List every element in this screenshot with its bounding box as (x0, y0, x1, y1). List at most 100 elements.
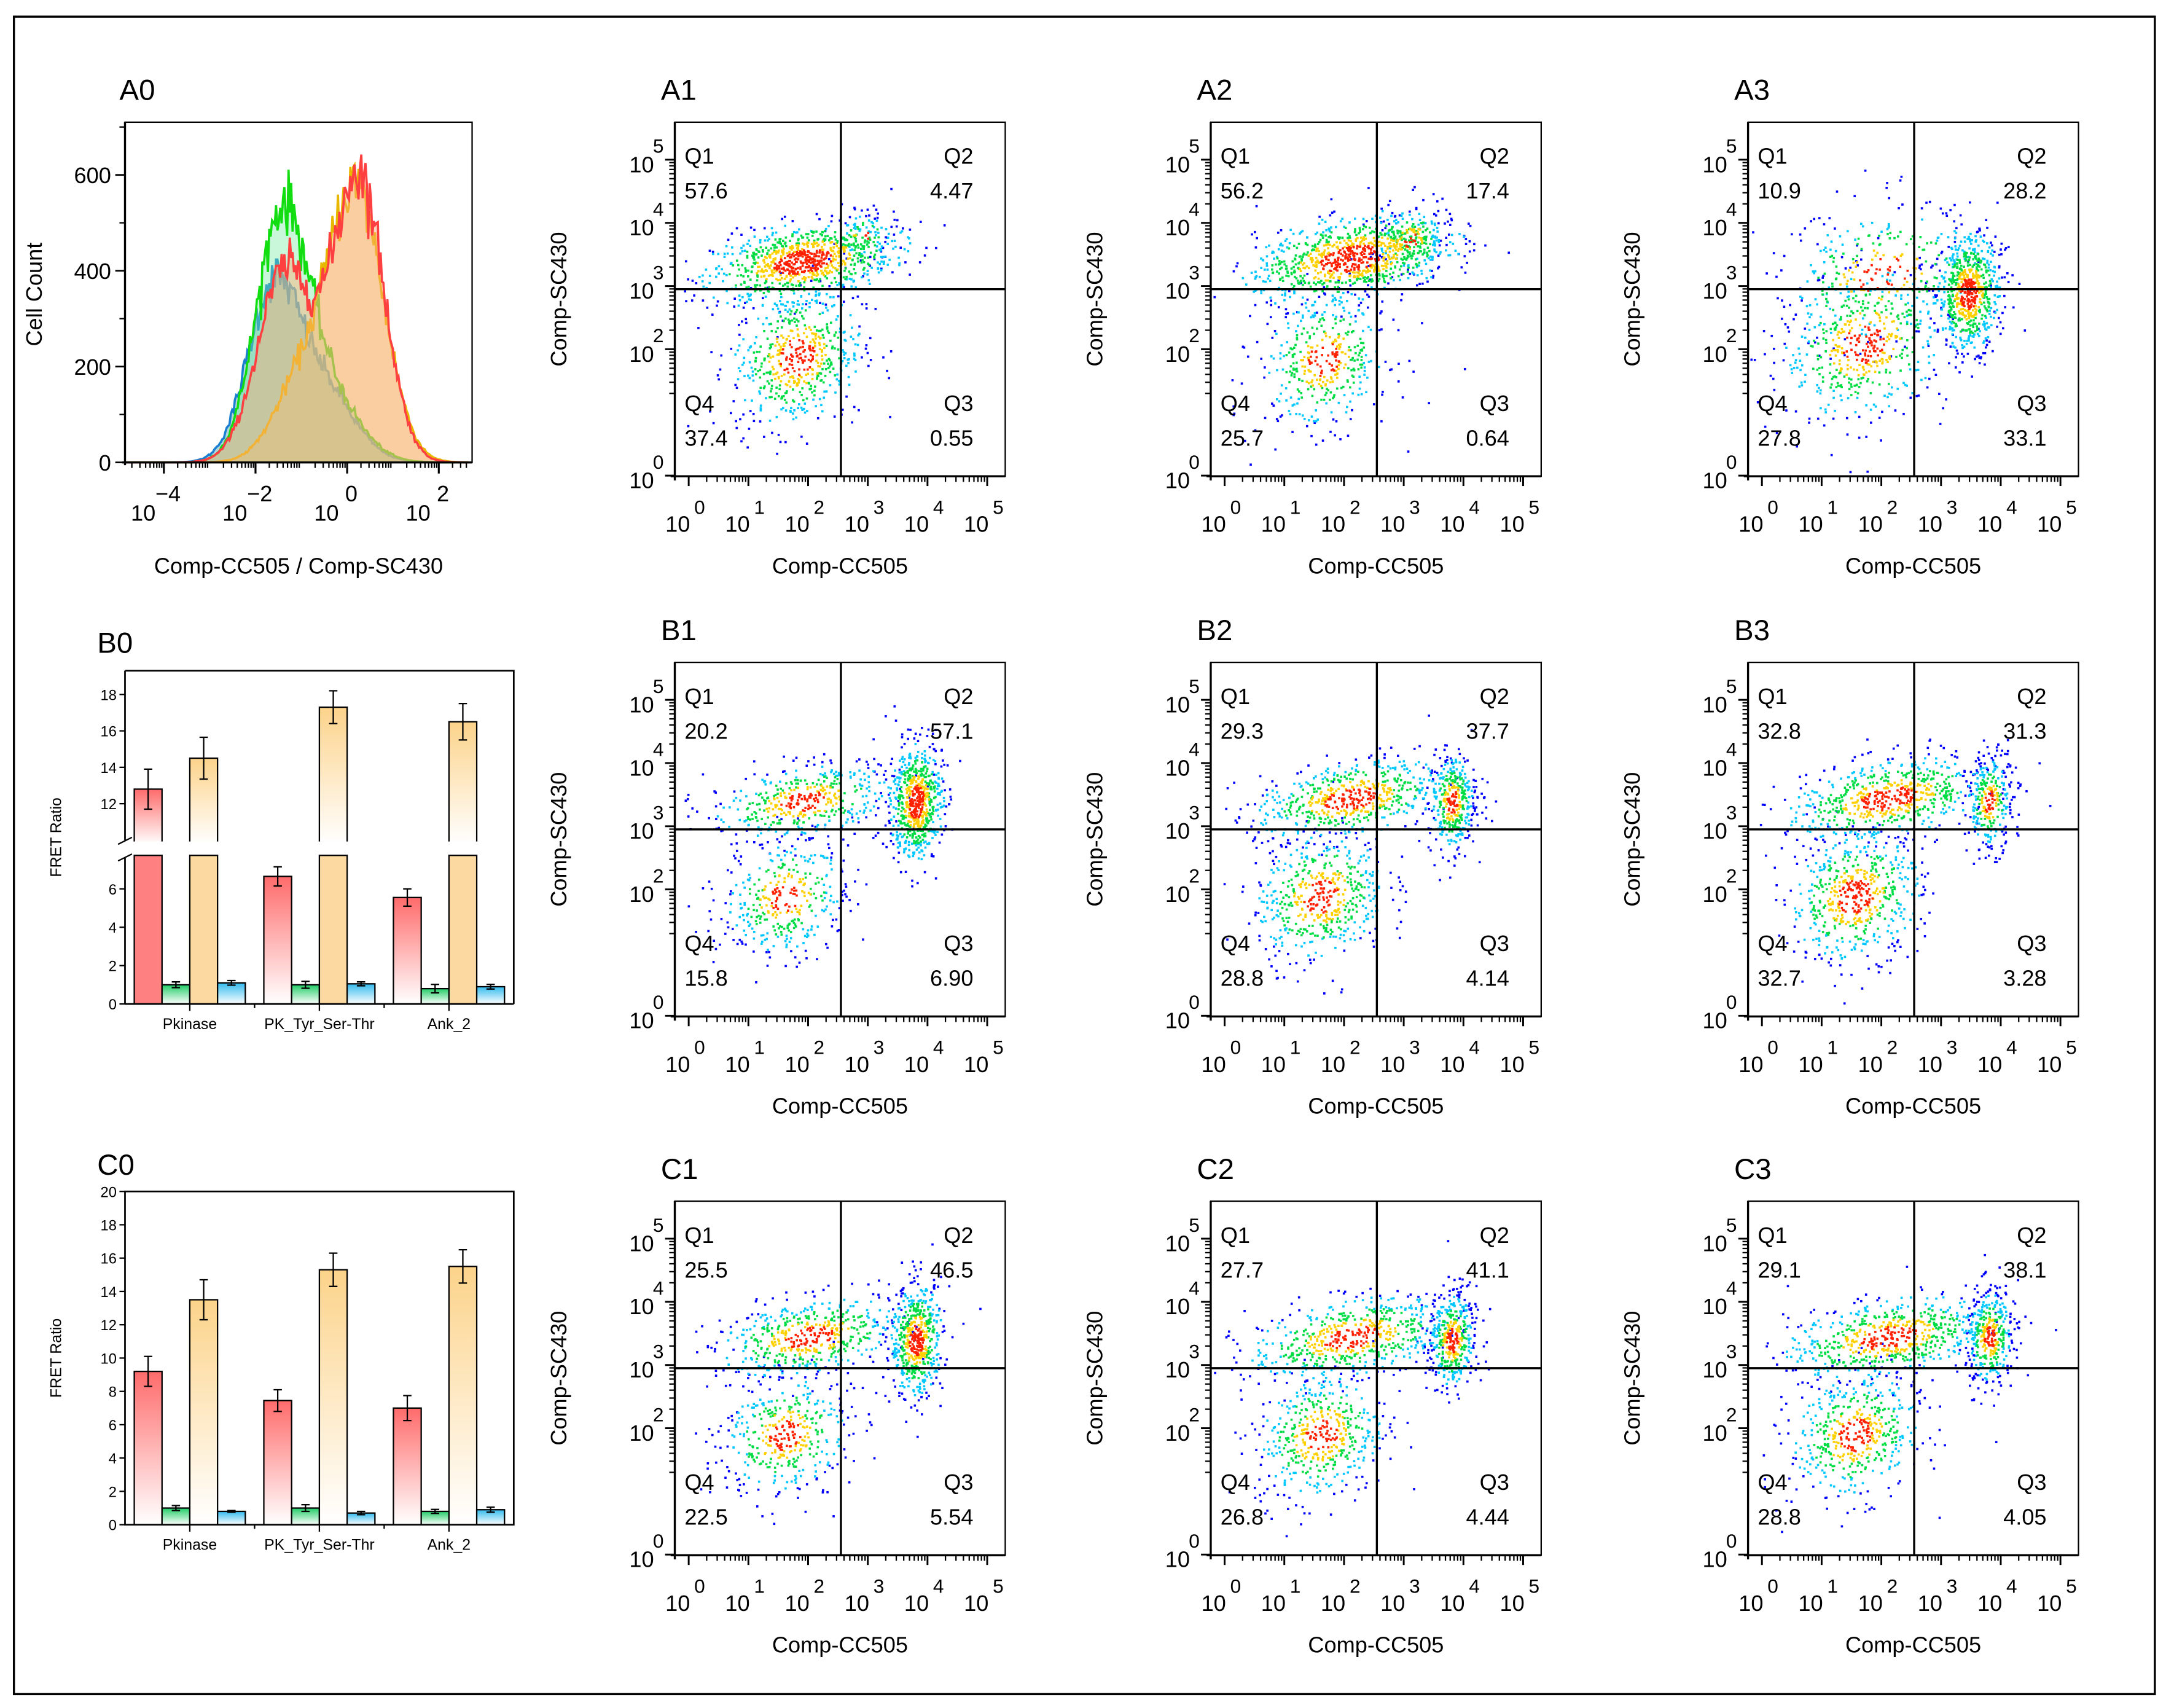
data-point (1963, 274, 1965, 277)
data-point (821, 251, 824, 254)
data-point (1960, 278, 1963, 281)
data-point (811, 264, 815, 267)
data-point (1347, 232, 1350, 235)
data-point (1399, 243, 1401, 246)
data-point (2003, 294, 2006, 297)
data-point (797, 245, 800, 247)
data-point (815, 290, 818, 293)
data-point (1358, 272, 1360, 275)
data-point (783, 278, 786, 280)
data-point (842, 243, 845, 246)
data-point (752, 412, 755, 415)
data-point (1423, 251, 1426, 254)
data-point (784, 308, 787, 311)
data-point (1260, 257, 1262, 260)
data-point (1422, 221, 1425, 224)
data-point (759, 409, 762, 412)
data-point (1420, 269, 1423, 272)
data-point (802, 340, 804, 343)
data-point (803, 359, 806, 362)
data-point (771, 233, 774, 237)
data-point (740, 233, 743, 237)
data-point (1354, 228, 1356, 230)
data-point (768, 238, 770, 241)
data-point (1895, 340, 1898, 343)
data-point (1396, 240, 1399, 243)
data-point (810, 268, 813, 271)
data-point (1976, 332, 1979, 335)
data-point (1387, 203, 1390, 206)
data-point (1941, 308, 1944, 311)
data-point (763, 358, 766, 361)
data-point (1974, 262, 1976, 265)
data-point (1964, 259, 1967, 262)
data-point (1280, 261, 1283, 264)
data-point (1243, 439, 1246, 442)
data-point (757, 270, 760, 273)
data-point (1444, 249, 1447, 252)
data-point (1952, 281, 1955, 283)
data-point (813, 253, 816, 256)
data-point (1885, 359, 1888, 361)
data-point (869, 256, 872, 259)
data-point (1890, 283, 1893, 286)
data-point (1415, 262, 1418, 265)
data-point (1352, 271, 1355, 274)
data-point (1377, 240, 1380, 243)
data-point (1326, 285, 1329, 288)
data-point (877, 232, 880, 234)
data-point (1292, 245, 1296, 248)
data-point (797, 377, 800, 380)
data-point (755, 248, 758, 251)
data-point (1790, 368, 1793, 370)
data-point (1925, 284, 1927, 288)
error-bar (458, 703, 467, 741)
data-point (1323, 375, 1326, 378)
data-point (1402, 272, 1405, 275)
data-point (735, 420, 737, 423)
data-point (826, 359, 828, 362)
data-point (1811, 345, 1814, 348)
data-point (760, 362, 763, 365)
data-point (851, 421, 853, 424)
data-point (1981, 289, 1984, 292)
data-point (1403, 256, 1406, 259)
data-point (1955, 283, 1957, 286)
data-point (1895, 356, 1898, 358)
data-point (1906, 294, 1909, 296)
data-point (794, 311, 797, 313)
data-point (802, 350, 805, 353)
bar-yellow-lower (448, 855, 478, 1005)
data-point (1945, 257, 1948, 260)
data-point (812, 246, 815, 249)
data-point (762, 250, 764, 253)
data-point (807, 276, 810, 278)
data-point (1357, 309, 1360, 311)
data-point (1988, 284, 1991, 287)
data-point (1472, 249, 1476, 252)
quadrant-label: Q1 (684, 144, 714, 169)
data-point (853, 244, 855, 247)
data-point (1313, 388, 1316, 391)
data-point (874, 244, 877, 247)
category-label: PK_Tyr_Ser-Thr (264, 1536, 375, 1553)
data-point (768, 286, 771, 289)
data-point (1950, 322, 1953, 325)
data-point (1293, 353, 1296, 356)
data-point (1983, 257, 1986, 261)
data-point (1841, 351, 1844, 355)
data-point (1389, 369, 1391, 372)
data-point (1305, 253, 1308, 256)
data-point (770, 396, 773, 399)
data-point (1869, 289, 1872, 292)
data-point (788, 270, 791, 272)
data-point (1967, 292, 1970, 296)
data-point (2007, 281, 2010, 283)
data-point (865, 344, 868, 347)
data-point (1878, 371, 1881, 374)
data-point (1323, 251, 1325, 254)
data-point (1893, 320, 1895, 323)
data-point (1968, 256, 1971, 259)
data-point (1280, 392, 1282, 395)
data-point (1840, 305, 1843, 308)
